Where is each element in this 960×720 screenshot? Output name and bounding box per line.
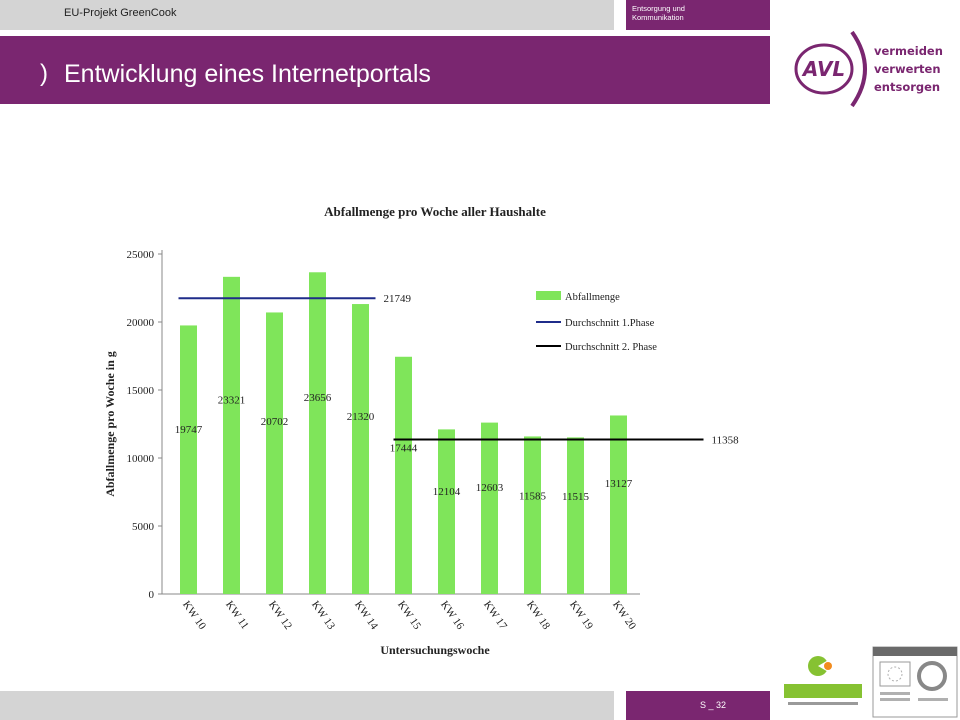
average-label-1: 21749 <box>384 293 412 305</box>
data-label: 19747 <box>175 424 203 436</box>
interreg-logo <box>872 646 958 718</box>
data-label: 12603 <box>476 482 504 494</box>
x-tick-label: KW 15 <box>395 599 423 632</box>
page-title: Entwicklung eines Internetportals <box>64 60 431 88</box>
bar-kw-20 <box>610 415 627 594</box>
x-tick-label: KW 14 <box>352 599 380 632</box>
logo-brand-text: AVL <box>801 57 845 81</box>
data-label: 11585 <box>519 490 547 502</box>
nwe-ring-icon <box>917 661 947 691</box>
bar-kw-10 <box>180 325 197 594</box>
x-tick-label: KW 17 <box>481 599 509 632</box>
waste-chart: Abfallmenge pro Woche aller Haushalte 0 50… <box>103 204 740 657</box>
bottom-left-bar <box>0 691 614 720</box>
chart-title: Abfallmenge pro Woche aller Haushalte <box>324 204 546 219</box>
bar-kw-16 <box>438 429 455 594</box>
legend-swatch-abfallmenge <box>536 291 561 300</box>
bar-kw-14 <box>352 304 369 594</box>
x-tick-label: KW 12 <box>266 599 294 632</box>
legend-label-average-1: Durchschnitt 1.Phase <box>565 318 655 329</box>
data-label: 20702 <box>261 416 289 428</box>
project-label: EU-Projekt GreenCook <box>64 7 177 19</box>
x-tick-label: KW 13 <box>309 599 337 632</box>
x-axis-title: Untersuchungswoche <box>380 643 490 657</box>
y-axis-title: Abfallmenge pro Woche in g <box>103 351 117 497</box>
eu-flag-icon <box>879 661 911 687</box>
page-number: S _ 32 <box>700 700 727 710</box>
tagline-verwerten: verwerten <box>874 62 941 76</box>
department-box <box>626 0 770 30</box>
x-tick-label: KW 10 <box>180 599 208 632</box>
y-tick-label: 20000 <box>127 317 155 329</box>
page-number-box <box>626 691 770 720</box>
title-bullet: ) <box>40 60 48 87</box>
y-tick-label: 10000 <box>127 453 155 465</box>
data-label: 23321 <box>218 395 246 407</box>
bar-kw-11 <box>223 276 240 594</box>
greencook-logo <box>784 656 862 705</box>
title-bar <box>0 36 770 104</box>
x-tick-label: KW 16 <box>438 599 466 632</box>
x-tick-label: KW 11 <box>223 599 251 632</box>
y-tick-label: 5000 <box>132 521 155 533</box>
tagline-vermeiden: vermeiden <box>874 44 943 58</box>
data-label: 17444 <box>390 443 418 455</box>
x-tick-label: KW 19 <box>567 599 595 632</box>
y-tick-label: 15000 <box>127 385 155 397</box>
top-left-bar <box>0 0 614 30</box>
y-tick-label: 0 <box>149 589 155 601</box>
bar-kw-17 <box>481 422 498 594</box>
data-label: 21320 <box>347 411 375 423</box>
department-label: Entsorgung und Kommunikation <box>632 4 685 22</box>
data-label: 12104 <box>433 486 461 498</box>
legend-label-abfallmenge: Abfallmenge <box>565 292 620 303</box>
data-label: 13127 <box>605 478 633 490</box>
avl-logo: AVL <box>794 30 867 108</box>
bar-kw-15 <box>395 356 412 594</box>
bar-kw-12 <box>266 312 283 594</box>
bar-kw-13 <box>309 272 326 594</box>
data-label: 23656 <box>304 392 332 404</box>
x-tick-label: KW 20 <box>610 599 638 632</box>
data-label: 11515 <box>562 491 590 503</box>
logo-ring-icon <box>794 43 854 95</box>
logo-arc-icon <box>850 30 867 108</box>
legend-label-average-2: Durchschnitt 2. Phase <box>565 342 657 353</box>
y-tick-label: 25000 <box>127 249 155 261</box>
bar-kw-19 <box>567 437 584 594</box>
tagline-entsorgen: entsorgen <box>874 80 941 94</box>
average-label-2: 11358 <box>712 435 740 447</box>
x-tick-label: KW 18 <box>524 599 552 632</box>
bar-kw-18 <box>524 436 541 594</box>
